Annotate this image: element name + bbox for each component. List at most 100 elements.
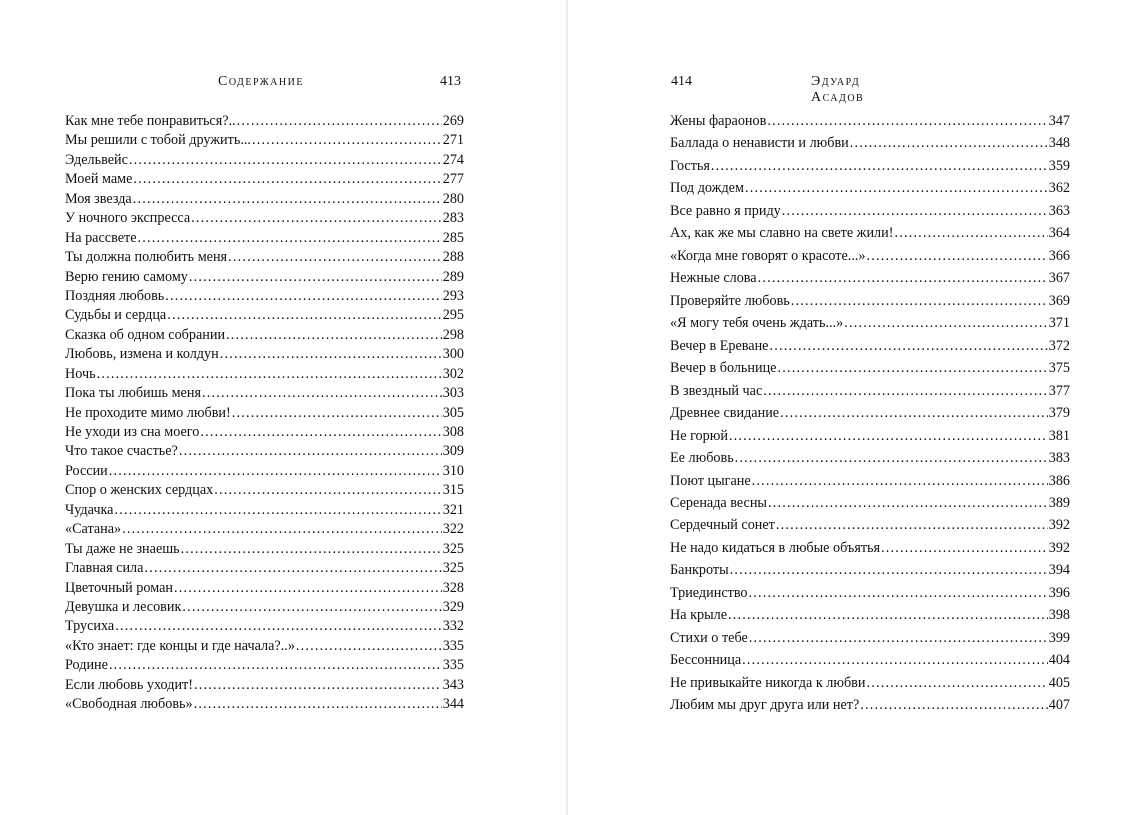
entry-page-number: 293 — [442, 287, 464, 304]
dot-leader — [730, 562, 1048, 579]
toc-entry: Чудачка 321 — [65, 502, 464, 521]
entry-page-number: 328 — [442, 579, 464, 596]
toc-entry: Что такое счастье? 309 — [65, 443, 464, 462]
entry-page-number: 364 — [1048, 225, 1070, 242]
entry-title: Чудачка — [65, 501, 114, 518]
dot-leader — [115, 618, 441, 635]
entry-page-number: 269 — [442, 113, 464, 129]
toc-entry: Не проходите мимо любви! 305 — [65, 405, 464, 424]
dot-leader — [174, 580, 442, 597]
entry-page-number: 407 — [1048, 697, 1070, 714]
toc-entry: Поют цыгане 386 — [670, 473, 1070, 495]
dot-leader — [767, 113, 1047, 130]
entry-page-number: 367 — [1048, 270, 1070, 287]
toc-entry: Нежные слова 367 — [670, 270, 1070, 292]
toc-entry: У ночного экспресса 283 — [65, 210, 464, 229]
toc-entry: Гостья 359 — [670, 158, 1070, 180]
toc-entry: Судьбы и сердца 295 — [65, 307, 464, 326]
entry-page-number: 283 — [442, 210, 464, 227]
dot-leader — [228, 249, 442, 266]
entry-title: Не привыкайте никогда к любви — [670, 674, 866, 691]
dot-leader — [758, 270, 1048, 287]
entry-page-number: 322 — [442, 521, 464, 538]
toc-entry: Вечер в Ереване 372 — [670, 338, 1070, 360]
entry-title: Все равно я приду — [670, 202, 781, 219]
toc-entry: Банкроты 394 — [670, 562, 1070, 584]
entry-title: Триединство — [670, 584, 748, 601]
toc-entry: На крыле 398 — [670, 607, 1070, 629]
entry-title: Не уходи из сна моего — [65, 424, 200, 440]
toc-entry: Главная сила 325 — [65, 560, 464, 579]
entry-title: Ты даже не знаешь — [65, 540, 180, 557]
toc-entry: Проверяйте любовь 369 — [670, 293, 1070, 315]
dot-leader — [894, 225, 1047, 242]
dot-leader — [728, 607, 1048, 624]
dot-leader — [144, 560, 441, 577]
toc-entry: Ее любовь 383 — [670, 450, 1070, 472]
dot-leader — [850, 135, 1048, 152]
entry-title: Спор о женских сердцах — [65, 482, 214, 499]
dot-leader — [220, 346, 442, 363]
toc-entry: «Кто знает: где концы и где начала?..» 33… — [65, 638, 464, 657]
entry-page-number: 377 — [1048, 382, 1070, 399]
entry-title: У ночного экспресса — [65, 210, 191, 227]
dot-leader — [742, 652, 1048, 669]
entry-title: Стихи о тебе — [670, 629, 748, 646]
entry-title: Девушка и лесовик — [65, 598, 182, 615]
entry-title: «Когда мне говорят о красоте...» — [670, 247, 866, 264]
dot-leader — [763, 383, 1047, 400]
entry-title: «Свободная любовь» — [65, 696, 193, 713]
entry-title: Если любовь уходит! — [65, 676, 193, 693]
entry-title: Ее любовь — [670, 450, 734, 467]
dot-leader — [167, 307, 442, 324]
entry-page-number: 347 — [1048, 113, 1070, 129]
entry-page-number: 302 — [442, 365, 464, 382]
dot-leader — [237, 113, 442, 130]
entry-title: Баллада о ненависти и любви — [670, 135, 849, 152]
entry-title: Судьбы и сердца — [65, 307, 167, 324]
entry-page-number: 315 — [442, 482, 464, 499]
page-number: 413 — [440, 74, 461, 89]
toc-entry: Мы решили с тобой дружить... 271 — [65, 132, 464, 151]
toc-entry: Бессонница 404 — [670, 652, 1070, 674]
entry-title: Как мне тебе понравиться?.. — [65, 113, 236, 129]
toc-entry: Серенада весны 389 — [670, 495, 1070, 517]
dot-leader — [179, 443, 442, 460]
dot-leader — [782, 203, 1048, 220]
entry-title: Не надо кидаться в любые объятья — [670, 539, 881, 556]
toc-entry: Вечер в больнице 375 — [670, 360, 1070, 382]
dot-leader — [735, 450, 1048, 467]
left-page: Содержание 413 Как мне тебе понравиться?… — [0, 0, 566, 815]
entry-page-number: 325 — [442, 560, 464, 577]
entry-title: Не горюй — [670, 427, 728, 444]
entry-page-number: 344 — [442, 696, 464, 713]
toc-entry: Жены фараонов 347 — [670, 113, 1070, 135]
entry-title: Ночь — [65, 365, 96, 382]
entry-page-number: 383 — [1048, 450, 1070, 467]
entry-title: На рассвете — [65, 229, 137, 246]
entry-title: Трусиха — [65, 618, 115, 635]
toc-entry: Цветочный роман 328 — [65, 580, 464, 599]
entry-title: Сердечный сонет — [670, 517, 775, 534]
dot-leader — [122, 521, 442, 538]
entry-title: Пока ты любишь меня — [65, 385, 201, 402]
entry-page-number: 381 — [1048, 427, 1070, 444]
toc-entry: Ах, как же мы славно на свете жили! 364 — [670, 225, 1070, 247]
entry-page-number: 335 — [442, 657, 464, 674]
toc-entry: Как мне тебе понравиться?.. 269 — [65, 113, 464, 132]
dot-leader — [867, 248, 1048, 265]
entry-page-number: 325 — [442, 540, 464, 557]
toc-entry: Родине 335 — [65, 657, 464, 676]
entry-page-number: 392 — [1048, 539, 1070, 556]
entry-page-number: 372 — [1048, 337, 1070, 354]
toc-entry: России 310 — [65, 463, 464, 482]
entry-page-number: 298 — [442, 326, 464, 343]
entry-page-number: 394 — [1048, 562, 1070, 579]
dot-leader — [165, 288, 441, 305]
dot-leader — [194, 677, 442, 694]
entry-title: России — [65, 462, 108, 479]
entry-page-number: 300 — [442, 346, 464, 363]
entry-page-number: 285 — [442, 229, 464, 246]
entry-page-number: 280 — [442, 190, 464, 207]
dot-leader — [109, 657, 442, 674]
